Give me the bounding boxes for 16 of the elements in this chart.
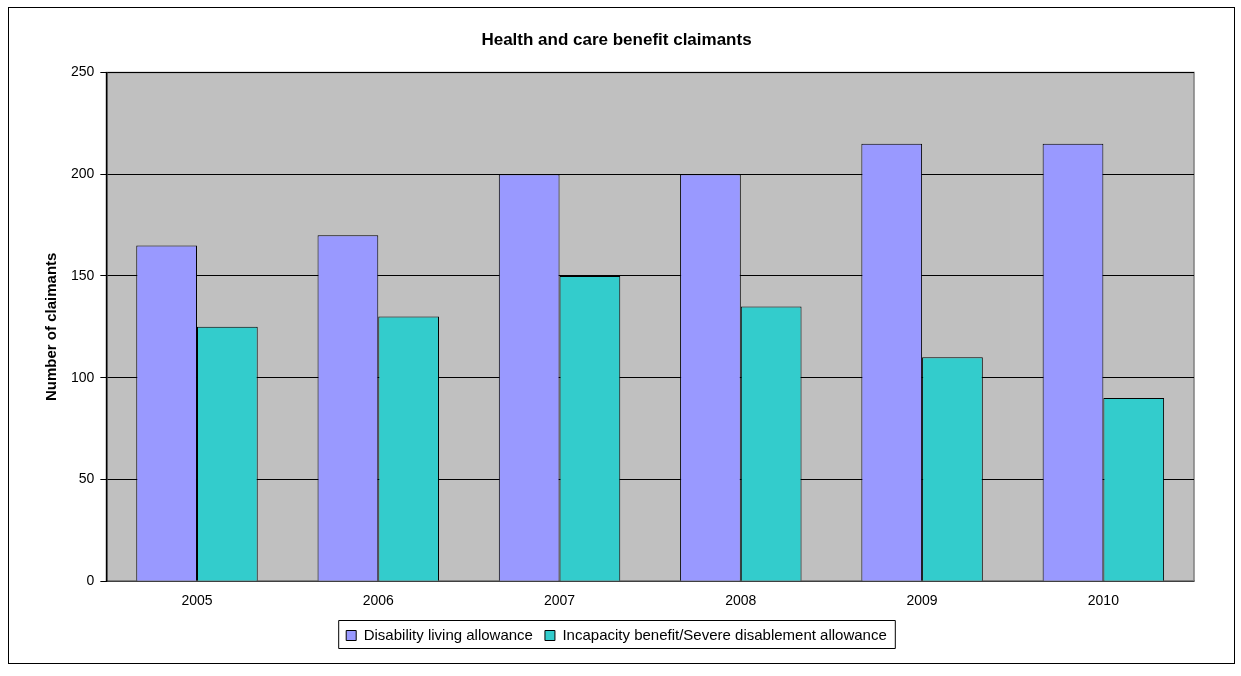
x-tick-label: 2006	[362, 592, 395, 609]
y-tick-label: 100	[71, 368, 95, 385]
x-tick-label: 2008	[725, 592, 757, 609]
y-tick-label: 50	[78, 470, 95, 487]
y-axis-title: Number of claimants	[42, 252, 60, 401]
y-tick-label: 0	[86, 572, 95, 589]
y-tick-label: 150	[71, 266, 95, 283]
legend-label: Disability living allowance	[363, 625, 533, 643]
x-tick-label: 2010	[1087, 592, 1120, 609]
x-tick-label: 2005	[181, 592, 213, 609]
x-tick-label: 2009	[906, 592, 938, 609]
legend-label: Incapacity benefit/Severe disablement allowance	[562, 625, 887, 643]
x-tick-label: 2007	[543, 592, 576, 609]
chart-title: Health and care benefit claimants	[481, 29, 752, 49]
y-tick-label: 250	[71, 63, 95, 80]
y-tick-label: 200	[71, 165, 95, 182]
